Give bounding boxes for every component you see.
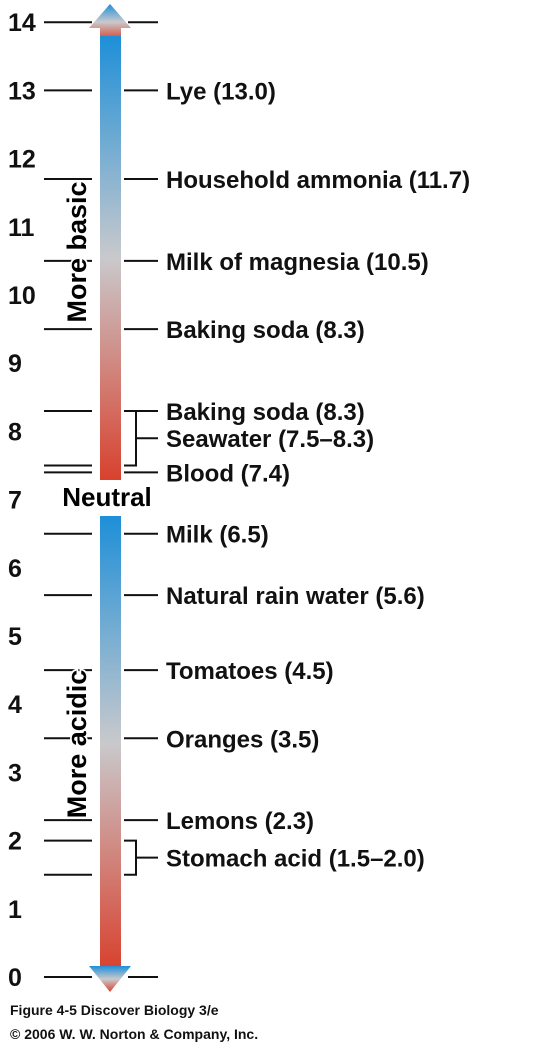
substance-label: Lye (13.0) bbox=[166, 78, 276, 105]
substance-label: Baking soda (8.3) bbox=[166, 399, 365, 426]
tick-label-10: 10 bbox=[8, 282, 36, 310]
substance-label: Oranges (3.5) bbox=[166, 726, 319, 753]
substance-label: Milk (6.5) bbox=[166, 522, 269, 549]
substance-item: Tomatoes (4.5) bbox=[44, 658, 334, 685]
substance-item: Oranges (3.5) bbox=[44, 726, 319, 753]
substance-label: Household ammonia (11.7) bbox=[166, 167, 470, 194]
substance-label: Lemons (2.3) bbox=[166, 808, 314, 835]
tick-label-13: 13 bbox=[8, 77, 36, 105]
tick-label-7: 7 bbox=[8, 487, 22, 515]
substance-item: Stomach acid (1.5–2.0) bbox=[44, 839, 425, 876]
substance-label: Baking soda (8.3) bbox=[166, 317, 365, 344]
range-bracket bbox=[124, 409, 158, 467]
caption-line-2: © 2006 W. W. Norton & Company, Inc. bbox=[10, 1026, 258, 1042]
substance-labels: Lye (13.0) Household ammonia (11.7) Milk o… bbox=[44, 78, 470, 876]
neutral-label: Neutral bbox=[62, 482, 152, 512]
range-bracket bbox=[124, 839, 158, 876]
substance-label: Natural rain water (5.6) bbox=[166, 583, 425, 610]
substance-item: Baking soda (8.3) bbox=[44, 399, 365, 426]
acidic-arrow-shaft bbox=[100, 516, 121, 970]
caption-line-1: Figure 4-5 Discover Biology 3/e bbox=[10, 1002, 219, 1018]
substance-item: Blood (7.4) bbox=[44, 460, 290, 487]
substance-label: Tomatoes (4.5) bbox=[166, 658, 334, 685]
substance-item: Seawater (7.5–8.3) bbox=[44, 409, 374, 467]
tick-label-0: 0 bbox=[8, 964, 22, 992]
more-basic-label: More basic bbox=[62, 181, 92, 322]
tick-label-11: 11 bbox=[8, 214, 35, 242]
basic-arrow-shaft bbox=[100, 36, 121, 480]
basic-arrow-head bbox=[89, 4, 131, 40]
substance-item: Milk (6.5) bbox=[44, 522, 269, 549]
substance-label: Seawater (7.5–8.3) bbox=[166, 426, 374, 453]
tick-label-1: 1 bbox=[8, 896, 22, 924]
tick-label-14: 14 bbox=[8, 9, 36, 37]
acidic-arrow-head bbox=[89, 966, 131, 992]
substance-label: Milk of magnesia (10.5) bbox=[166, 249, 429, 276]
tick-label-8: 8 bbox=[8, 418, 22, 446]
more-acidic-label: More acidic bbox=[62, 670, 92, 819]
ph-arrow bbox=[89, 4, 131, 992]
substance-item: Lemons (2.3) bbox=[44, 808, 314, 835]
substance-label: Stomach acid (1.5–2.0) bbox=[166, 846, 425, 873]
tick-label-4: 4 bbox=[8, 691, 22, 719]
substance-item: Natural rain water (5.6) bbox=[44, 583, 425, 610]
substance-item: Lye (13.0) bbox=[44, 78, 276, 105]
tick-label-3: 3 bbox=[8, 759, 22, 787]
tick-label-6: 6 bbox=[8, 555, 22, 583]
tick-label-12: 12 bbox=[8, 146, 36, 174]
substance-item: Baking soda (8.3) bbox=[44, 317, 365, 344]
tick-label-9: 9 bbox=[8, 350, 22, 378]
substance-label: Blood (7.4) bbox=[166, 460, 290, 487]
substance-item: Milk of magnesia (10.5) bbox=[44, 249, 429, 276]
substance-item: Household ammonia (11.7) bbox=[44, 167, 470, 194]
tick-label-5: 5 bbox=[8, 623, 22, 651]
tick-label-2: 2 bbox=[8, 828, 22, 856]
